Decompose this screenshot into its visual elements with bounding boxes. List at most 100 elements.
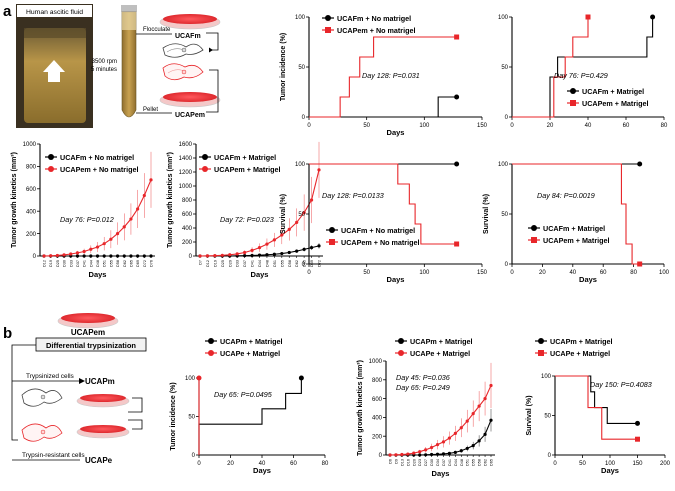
x-tick-label: 0	[553, 461, 557, 467]
data-point	[477, 404, 481, 408]
data-point	[471, 444, 475, 448]
x-tick-label: D58	[478, 459, 482, 466]
x-tick-label: D62	[295, 260, 299, 267]
x-tick-label: 80	[630, 270, 637, 276]
y-tick-label: 0	[379, 453, 383, 459]
chart-b_survival: 0 50 100 0 50 100 150 200 Days Survival (%) UCAPm …	[526, 337, 671, 475]
data-point	[400, 452, 404, 457]
end-marker	[454, 161, 460, 167]
chart-a_survival_matrigel: 0 50 100 0 20 40 60 80 100 Days Survival (%) UCAFm …	[483, 161, 670, 284]
legend-marker	[570, 100, 576, 106]
series-2	[512, 163, 643, 267]
data-point	[317, 244, 321, 248]
fibroblast-cell-icon	[162, 43, 204, 58]
data-point	[95, 245, 100, 249]
p-value-annotation: Day 72: P=0.023	[220, 215, 274, 224]
x-tick-label: D9	[394, 459, 398, 464]
data-point	[198, 254, 202, 258]
x-tick-label: 100	[419, 270, 430, 276]
data-point	[453, 450, 457, 454]
x-tick-label: D12	[206, 260, 210, 267]
x-tick-label: 50	[363, 123, 370, 129]
centrifuge-speed: 3500 rpm	[92, 59, 117, 65]
series-line	[198, 378, 302, 455]
data-point	[82, 249, 86, 254]
x-tick-label: D62	[123, 260, 127, 267]
x-tick-label: 200	[660, 461, 671, 467]
data-point	[95, 254, 100, 258]
petri-dish-ucape	[76, 425, 130, 439]
data-point	[435, 443, 440, 447]
x-tick-label: D37	[243, 260, 247, 267]
chart-a_survival_nomatrigel: 0 50 100 0 50 100 150 Days Survival (%) UCAFm + N…	[280, 161, 488, 284]
x-tick-label: 20	[547, 123, 554, 129]
x-tick-label: D41	[83, 260, 87, 267]
legend-label: UCAPem + No matrigel	[337, 26, 415, 35]
p-value-annotation: Day 65: P=0.249	[396, 383, 450, 392]
p-value-annotation: Day 84: P=0.0019	[537, 191, 595, 200]
y-tick-label: 0	[302, 115, 306, 121]
y-tick-label: 50	[501, 212, 508, 218]
series-line	[555, 375, 638, 424]
data-point	[441, 440, 446, 444]
x-tick-label: D65	[129, 260, 133, 267]
data-point	[142, 254, 146, 258]
flocculate-label: Flocculate	[143, 27, 171, 33]
series-2	[555, 375, 640, 442]
legend-label: UCAFm + No matrigel	[60, 153, 134, 162]
y-tick-label: 400	[26, 209, 37, 215]
x-tick-label: 40	[569, 270, 576, 276]
data-point	[447, 451, 452, 455]
p-value-annotation: Day 128: P=0.031	[362, 71, 420, 80]
y-tick-label: 1000	[23, 142, 37, 148]
end-marker	[454, 34, 460, 40]
x-tick-label: 50	[579, 461, 586, 467]
y-tick-label: 1200	[179, 170, 193, 176]
x-tick-label: 0	[510, 270, 514, 276]
x-axis-label: Days	[601, 466, 619, 475]
data-point	[136, 254, 140, 258]
data-point	[243, 250, 247, 255]
end-marker	[196, 375, 202, 381]
y-tick-label: 600	[26, 187, 37, 193]
data-point	[465, 419, 469, 423]
legend-label: UCAPm + Matrigel	[220, 337, 283, 346]
data-point	[465, 446, 469, 451]
y-tick-label: 0	[505, 262, 509, 268]
x-tick-label: D65	[490, 459, 494, 466]
legend-marker	[398, 350, 404, 356]
y-tick-label: 0	[548, 453, 552, 459]
data-point	[250, 253, 254, 258]
y-tick-label: 800	[182, 198, 193, 204]
x-tick-label: D25	[56, 260, 60, 267]
p-value-annotation: Day 128: P=0.0133	[322, 191, 384, 200]
data-point	[213, 254, 217, 258]
x-tick-label: D37	[442, 459, 446, 466]
x-tick-label: D51	[273, 260, 277, 267]
legend-marker	[325, 27, 331, 33]
data-point	[394, 453, 398, 457]
x-tick-label: D12	[43, 260, 47, 267]
data-point	[122, 254, 126, 258]
x-tick-label: 100	[419, 123, 430, 129]
data-point	[55, 253, 59, 258]
data-point	[483, 432, 487, 436]
end-marker	[637, 161, 643, 167]
resistant-label: Trypsin-resistant cells	[22, 452, 85, 459]
series-line	[512, 17, 589, 118]
series-line	[389, 385, 492, 456]
photo-label: Human ascitic fluid	[26, 9, 83, 16]
data-point	[220, 253, 224, 257]
y-tick-label: 0	[505, 115, 509, 121]
x-tick-label: D33	[69, 260, 73, 267]
y-tick-label: 50	[298, 212, 305, 218]
legend-marker	[48, 166, 54, 172]
p-value-annotation: Day 150: P=0.4083	[590, 380, 652, 389]
data-point	[102, 254, 106, 258]
data-point	[89, 247, 93, 251]
legend-label: UCAPe + Matrigel	[550, 349, 610, 358]
legend-label: UCAPem + Matrigel	[582, 99, 649, 108]
series-line	[390, 420, 492, 456]
x-tick-label: D65	[303, 260, 307, 267]
